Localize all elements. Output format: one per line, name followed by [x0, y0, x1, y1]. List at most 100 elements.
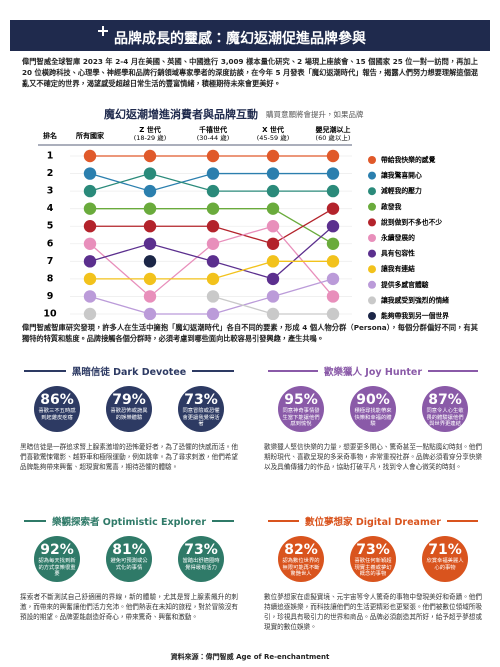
rule: [212, 520, 235, 522]
rank-dot: [266, 220, 280, 233]
stat-text: 欣賞幸福美麗人心的事物: [426, 558, 464, 571]
stat-circle: 73% 同意冒險或恐懼會更讓我覺得活著: [178, 386, 224, 432]
rank-dot: [143, 202, 157, 215]
rank-dot: [206, 255, 220, 268]
legend-swatch: [368, 156, 376, 164]
legend-label: 具有包容性: [381, 249, 415, 258]
legend-swatch: [368, 265, 376, 274]
rule: [268, 520, 300, 522]
legend-label: 提供多感官體驗: [380, 280, 429, 289]
persona-description: 探索者不斷測試自己舒適圈的界線，新的體驗，尤其是腎上腺素飆升的刺激，而帶來的興奮…: [20, 593, 238, 621]
rank-dot: [83, 167, 97, 180]
stat-text: 同意令人心生敬畏的體驗讓他們與世界更連結: [426, 408, 464, 428]
column-header: X 世代: [262, 125, 284, 134]
rank-dot: [206, 237, 220, 250]
rule: [268, 370, 318, 372]
rank-dot: [266, 307, 280, 320]
column-header: 千禧世代: [199, 125, 227, 134]
rank-dot: [206, 307, 220, 320]
stat-text: 同意神奇事情發生當下能讓他們感到愉悅: [282, 408, 320, 428]
stat-circle: 81% 避免可預測或公式化的事情: [106, 536, 152, 582]
column-header: Z 世代: [139, 125, 161, 134]
rank-label: 4: [47, 203, 54, 214]
persona-card: 歡樂獵人 Joy Hunter 95% 同意神奇事情發生當下能讓他們感到愉悅 90% 積…: [262, 364, 484, 504]
stat-text: 避免可預測或公式化的事情: [110, 558, 148, 571]
stat-text: 同意冒險或恐懼會更讓我覺得活著: [182, 408, 220, 428]
stat-text: 喜歡恐怖或詭異的娛樂體驗: [110, 408, 148, 421]
header-band: [10, 20, 490, 51]
persona-title: 歡樂獵人 Joy Hunter: [324, 367, 423, 378]
legend-swatch: [368, 218, 376, 227]
rank-label: 10: [43, 309, 57, 320]
legend-label: 讓我感受到強烈的情緒: [381, 295, 449, 304]
rank-dot: [206, 272, 220, 286]
footer: 資料來源：偉門智威 Age of Re-enchantment: [170, 653, 330, 661]
legend-swatch: [368, 234, 376, 242]
rank-dot: [206, 149, 220, 163]
rank-dot: [266, 237, 280, 250]
rule: [24, 520, 46, 522]
rank-dot: [83, 290, 97, 303]
stat-text: 當踏出舒適圈時覺得最有活力: [182, 558, 220, 571]
legend-label: 讓我有連結: [381, 264, 415, 273]
persona-header: 數位夢想家 Digital Dreamer: [262, 514, 484, 528]
rank-dot: [266, 290, 280, 303]
chart-title: 魔幻返潮增進消費者與品牌互動: [104, 107, 258, 121]
stat-value: 87%: [428, 392, 462, 408]
persona-title: 數位夢想家 Digital Dreamer: [305, 517, 441, 528]
stat-text: 喜歡三不五時感到起雞皮疙瘩: [38, 408, 76, 421]
rank-dot: [143, 184, 157, 198]
legend-swatch: [368, 187, 376, 196]
column-sublabel: (30-44 歲): [197, 133, 230, 142]
rank-label: 8: [47, 273, 54, 284]
chart-subtitle: 購買意願將會提升，如果品牌: [266, 109, 364, 119]
rank-label: 9: [47, 291, 54, 302]
rank-dot: [326, 272, 340, 286]
stat-circle: 82% 認為數位世界的無限可能再不斷驚艷世人: [278, 536, 324, 582]
header-title: 品牌成長的靈感：魔幻返潮促進品牌參與: [114, 31, 366, 47]
rank-dot: [143, 307, 157, 320]
rank-label: 6: [47, 238, 54, 249]
stat-circle: 87% 同意令人心生敬畏的體驗讓他們與世界更連結: [422, 386, 468, 432]
rank-dot: [266, 202, 280, 215]
rank-dot: [143, 255, 157, 268]
intro: 偉門智威全球智庫 2023 年 2-4 月在美國、英國、中國進行 3,009 樣…: [22, 57, 478, 88]
stat-value: 81%: [112, 542, 146, 558]
legend-swatch: [368, 280, 376, 289]
rank-dot: [326, 290, 340, 303]
persona-description: 數位夢想家在虛擬實境、元宇宙等令人驚奇的事物中發現美好和奇蹟。他們持續追逐娛樂，…: [264, 593, 482, 631]
persona-card: 黑暗信徒 Dark Devotee 86% 喜歡三不五時感到起雞皮疙瘩 79% 喜歡恐怖…: [18, 364, 240, 504]
stat-circle: 79% 喜歡恐怖或詭異的娛樂體驗: [106, 386, 152, 432]
column-header: 嬰兒潮以上: [316, 125, 351, 134]
rank-dot: [143, 290, 157, 303]
lines: [89, 155, 334, 315]
rank-dot: [326, 220, 340, 233]
legend-label: 讓我驚喜開心: [381, 171, 422, 180]
rank-dot: [83, 255, 97, 268]
rank-dot: [143, 220, 157, 233]
rule: [428, 370, 479, 372]
rank-dot: [206, 167, 220, 180]
stat-value: 82%: [284, 542, 318, 558]
legend-swatch: [368, 249, 376, 258]
plus-icon: [98, 26, 108, 36]
stat-circle: 86% 喜歡三不五時感到起雞皮疙瘩: [34, 386, 80, 432]
rank-dot: [326, 184, 340, 198]
stat-text: 喜歡任何新穎超現實主義或夢幻概念的事物: [354, 558, 392, 578]
legend-label: 永續發展的: [380, 233, 415, 242]
persona-title: 黑暗信徒 Dark Devotee: [71, 367, 187, 378]
column-sublabel: (60 歲以上): [316, 133, 351, 142]
stat-value: 73%: [184, 542, 218, 558]
legend-label: 啟發我: [380, 202, 402, 211]
rank-dot: [206, 184, 220, 198]
rule: [447, 520, 479, 522]
persona-card: 數位夢想家 Digital Dreamer 82% 認為數位世界的無限可能再不斷驚艷…: [262, 514, 484, 654]
rank-dot: [83, 202, 97, 215]
stat-value: 86%: [40, 392, 74, 408]
stat-text: 認為數位世界的無限可能再不斷驚艷世人: [282, 558, 320, 578]
rank-dot: [83, 184, 97, 198]
persona-header: 樂觀探索者 Optimistic Explorer: [18, 514, 240, 528]
rank-dot: [326, 167, 340, 180]
stat-value: 73%: [184, 392, 218, 408]
